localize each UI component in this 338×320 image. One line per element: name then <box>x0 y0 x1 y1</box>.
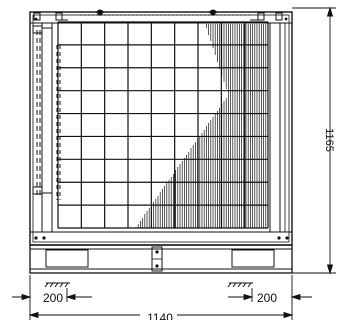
left-offset-dimension-line <box>12 275 92 302</box>
base-frame <box>29 244 293 274</box>
bottom-rail-bolts <box>34 17 289 240</box>
right-offset-dimension-label: 200 <box>257 291 277 305</box>
top-rail-details <box>33 9 283 21</box>
coil-fins-hatching <box>135 24 269 228</box>
width-dimension-line <box>28 302 294 320</box>
height-dimension-label: 1165 <box>323 128 335 152</box>
right-offset-dimension-line <box>228 275 312 302</box>
fan-guard-grid <box>57 21 269 229</box>
height-dimension-line <box>292 6 336 275</box>
left-offset-dimension-label: 200 <box>43 291 63 305</box>
left-side-piping <box>32 25 61 200</box>
ground-symbol-right <box>227 282 253 288</box>
width-dimension-label: 1140 <box>147 311 173 320</box>
bolt-symbol <box>155 250 159 268</box>
ground-symbol-left <box>44 282 70 288</box>
